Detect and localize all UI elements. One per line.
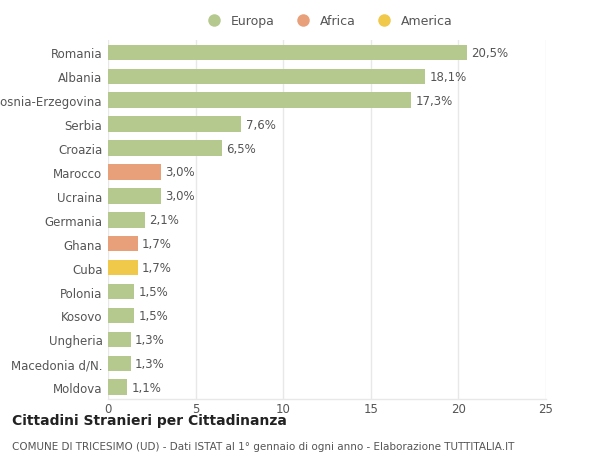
Bar: [108, 45, 467, 61]
Text: 18,1%: 18,1%: [430, 71, 467, 84]
Text: 1,1%: 1,1%: [131, 381, 161, 394]
Text: 17,3%: 17,3%: [415, 95, 453, 107]
Bar: [108, 380, 127, 395]
Text: 20,5%: 20,5%: [472, 47, 509, 60]
Bar: [108, 284, 134, 300]
Bar: [108, 165, 161, 180]
Bar: [108, 69, 425, 85]
Text: 1,3%: 1,3%: [135, 333, 165, 346]
Text: 3,0%: 3,0%: [165, 190, 194, 203]
Text: 1,3%: 1,3%: [135, 357, 165, 370]
Legend: Europa, Africa, America: Europa, Africa, America: [201, 15, 453, 28]
Text: COMUNE DI TRICESIMO (UD) - Dati ISTAT al 1° gennaio di ogni anno - Elaborazione : COMUNE DI TRICESIMO (UD) - Dati ISTAT al…: [12, 441, 514, 451]
Text: Cittadini Stranieri per Cittadinanza: Cittadini Stranieri per Cittadinanza: [12, 413, 287, 427]
Text: 1,5%: 1,5%: [139, 285, 169, 298]
Text: 3,0%: 3,0%: [165, 166, 194, 179]
Text: 1,7%: 1,7%: [142, 238, 172, 251]
Bar: [108, 141, 222, 157]
Bar: [108, 236, 138, 252]
Text: 1,7%: 1,7%: [142, 262, 172, 274]
Bar: [108, 93, 411, 109]
Text: 7,6%: 7,6%: [245, 118, 275, 131]
Text: 1,5%: 1,5%: [139, 309, 169, 322]
Bar: [108, 189, 161, 204]
Bar: [108, 213, 145, 228]
Bar: [108, 356, 131, 371]
Bar: [108, 260, 138, 276]
Text: 2,1%: 2,1%: [149, 214, 179, 227]
Bar: [108, 308, 134, 324]
Text: 6,5%: 6,5%: [226, 142, 256, 155]
Bar: [108, 117, 241, 133]
Bar: [108, 332, 131, 347]
